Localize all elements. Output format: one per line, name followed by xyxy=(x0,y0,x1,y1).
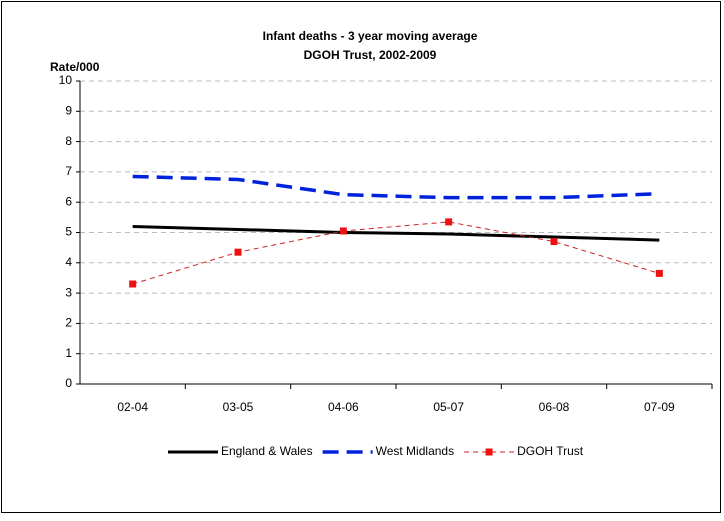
chart-subtitle: DGOH Trust, 2002-2009 xyxy=(304,48,437,62)
y-tick-label: 3 xyxy=(65,285,72,299)
chart-border xyxy=(1,1,721,513)
y-tick-label: 0 xyxy=(65,376,72,390)
series-line xyxy=(132,224,660,242)
marker xyxy=(445,218,453,226)
x-tick-label: 04-06 xyxy=(328,400,359,414)
x-tick-label: 02-04 xyxy=(117,400,148,414)
series-line xyxy=(132,174,660,200)
legend-label: West Midlands xyxy=(376,444,454,458)
y-axis-label: Rate/000 xyxy=(50,60,100,74)
marker xyxy=(655,269,663,277)
y-tick-label: 4 xyxy=(65,255,72,269)
y-tick-label: 10 xyxy=(59,73,73,87)
series-line xyxy=(132,221,660,285)
marker xyxy=(339,227,347,235)
x-tick-label: 05-07 xyxy=(433,400,464,414)
legend-label: England & Wales xyxy=(221,444,313,458)
y-tick-label: 8 xyxy=(65,134,72,148)
y-tick-label: 7 xyxy=(65,164,72,178)
marker xyxy=(234,248,242,256)
y-tick-label: 6 xyxy=(65,194,72,208)
x-tick-label: 06-08 xyxy=(539,400,570,414)
x-tick-label: 07-09 xyxy=(644,400,675,414)
y-tick-label: 1 xyxy=(65,346,72,360)
y-tick-label: 9 xyxy=(65,103,72,117)
marker xyxy=(129,280,137,288)
legend-marker xyxy=(485,448,493,456)
x-tick-label: 03-05 xyxy=(223,400,254,414)
chart-title: Infant deaths - 3 year moving average xyxy=(263,29,478,43)
marker xyxy=(550,238,558,246)
y-tick-label: 5 xyxy=(65,225,72,239)
y-tick-label: 2 xyxy=(65,316,72,330)
legend-label: DGOH Trust xyxy=(517,444,584,458)
